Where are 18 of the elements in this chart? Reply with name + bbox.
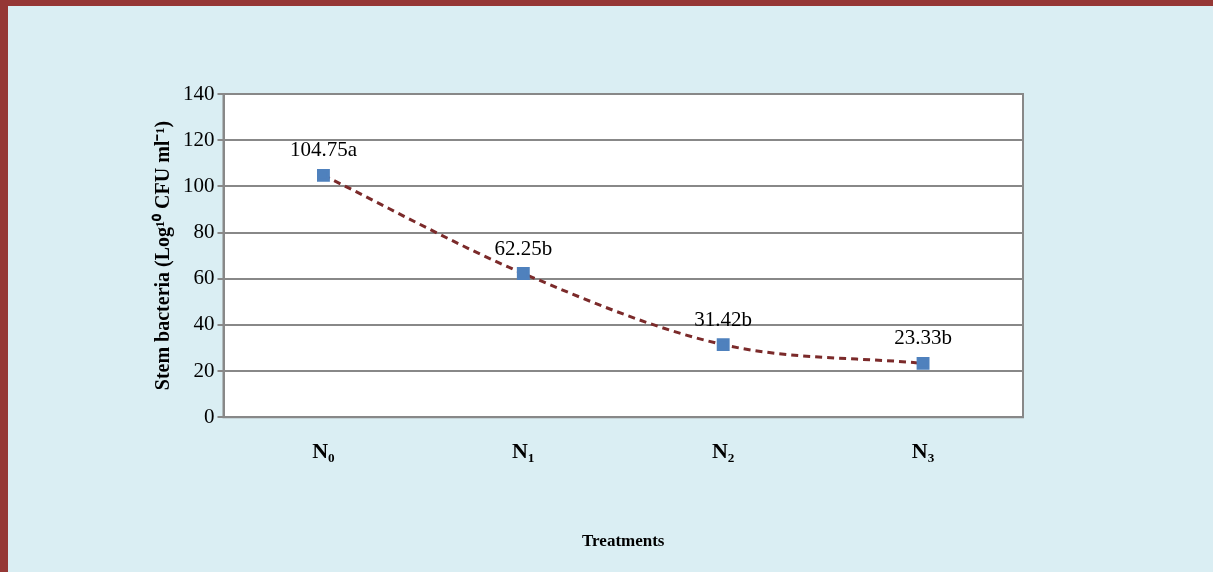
y-tick-label: 40 xyxy=(193,311,215,336)
y-tick-label: 80 xyxy=(193,219,215,244)
x-tick-label: N₂ xyxy=(711,438,735,464)
data-label: 104.75a xyxy=(289,137,358,162)
y-axis-title: Stem bacteria (Log¹⁰ CFU ml⁻¹) xyxy=(151,120,175,391)
x-tick-label: N₁ xyxy=(512,438,535,464)
y-tick-label: 0 xyxy=(204,403,215,428)
y-tick-label: 20 xyxy=(193,357,215,382)
y-tick-label: 100 xyxy=(183,172,215,197)
y-tick-label: 120 xyxy=(183,126,215,151)
data-label: 62.25b xyxy=(494,235,553,260)
x-axis-title: Treatments xyxy=(582,531,665,551)
x-tick-label: N₃ xyxy=(911,438,935,464)
y-tick-label: 60 xyxy=(193,265,215,290)
y-tick-label: 140 xyxy=(183,80,215,105)
data-label: 31.42b xyxy=(694,306,753,331)
x-tick-label: N₀ xyxy=(312,438,336,464)
data-label: 23.33b xyxy=(894,325,952,350)
